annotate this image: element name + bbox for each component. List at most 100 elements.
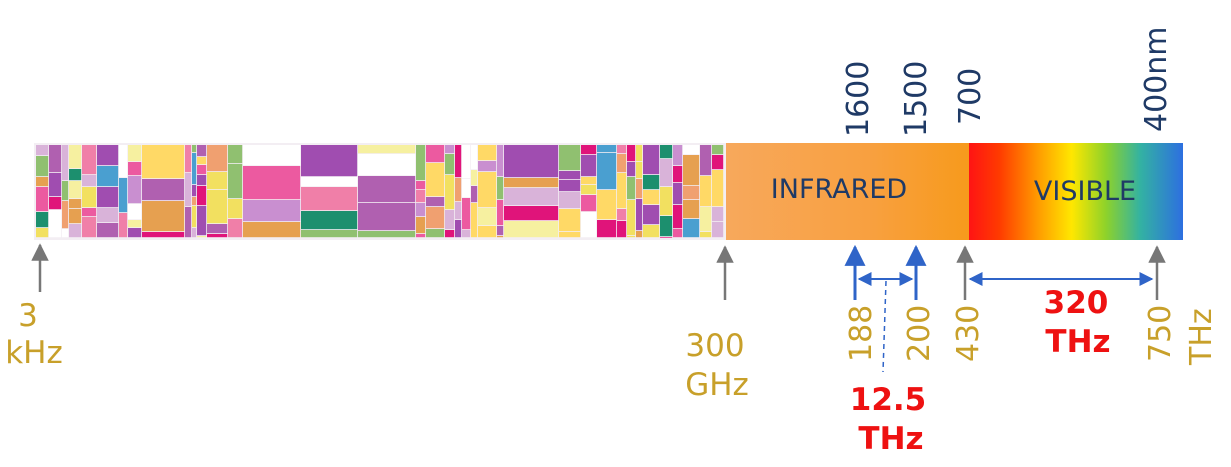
freq-188: 188 [844, 305, 879, 362]
allocation-block [243, 200, 301, 222]
visible-label: VISIBLE [1034, 176, 1136, 207]
allocation-block [36, 228, 49, 238]
allocation-block [497, 200, 504, 226]
allocation-block [243, 222, 301, 238]
allocation-block [119, 178, 128, 213]
freq-unit-thz: THz [1184, 308, 1219, 366]
allocation-block [673, 166, 683, 183]
allocation-block [617, 173, 627, 209]
allocation-block [497, 236, 504, 238]
allocation-block [426, 207, 445, 229]
allocation-block [497, 226, 504, 236]
allocation-block [636, 162, 643, 179]
allocation-block [627, 145, 636, 162]
allocation-block [197, 175, 207, 186]
allocation-block [416, 190, 426, 203]
allocation-block [455, 145, 462, 178]
allocation-block [627, 200, 636, 236]
allocation-block [228, 219, 243, 238]
allocation-block [207, 145, 228, 172]
allocation-block [683, 145, 700, 155]
allocation-block [660, 216, 673, 237]
telecom-bandwidth-unit: THz [858, 421, 923, 457]
allocation-block [700, 176, 712, 207]
allocation-block [197, 165, 207, 175]
allocation-block [119, 145, 128, 178]
allocation-block [62, 145, 69, 181]
allocation-block [97, 187, 119, 208]
allocation-block [497, 145, 504, 177]
allocation-block [636, 179, 643, 199]
allocation-block [358, 203, 416, 231]
allocation-block [636, 199, 643, 231]
allocation-block [471, 186, 478, 203]
allocation-block [643, 175, 660, 190]
allocation-block [455, 202, 462, 220]
radio-allocation-mosaic [36, 145, 724, 238]
allocation-block [504, 188, 559, 206]
allocation-block [683, 219, 700, 238]
allocation-block [228, 145, 243, 164]
allocation-block [504, 145, 559, 178]
allocation-block [643, 205, 660, 225]
allocation-block [128, 220, 142, 228]
allocation-block [712, 207, 724, 222]
allocation-block [700, 145, 712, 176]
allocation-block [617, 209, 627, 221]
allocation-block [36, 212, 49, 228]
allocation-block [128, 228, 142, 238]
allocation-block [192, 153, 197, 185]
allocation-block [62, 229, 69, 238]
allocation-block [471, 145, 478, 170]
allocation-block [597, 220, 617, 238]
allocation-block [358, 154, 416, 176]
allocation-block [36, 187, 49, 212]
infrared-band [726, 143, 969, 240]
allocation-block [478, 161, 497, 172]
allocation-block [228, 199, 243, 219]
allocation-block [673, 205, 683, 229]
allocation-block [559, 232, 581, 238]
allocation-block [617, 145, 627, 154]
allocation-block [207, 224, 228, 234]
allocation-block [617, 221, 627, 238]
allocation-block [207, 190, 228, 224]
allocation-block [712, 170, 724, 207]
allocation-block [660, 159, 673, 187]
allocation-block [462, 198, 471, 230]
allocation-block [559, 180, 581, 192]
allocation-block [197, 206, 207, 236]
allocation-block [445, 230, 455, 238]
allocation-block [142, 145, 185, 179]
allocation-block [358, 231, 416, 238]
allocation-block [82, 217, 97, 238]
allocation-block [581, 212, 597, 238]
allocation-block [581, 177, 597, 185]
allocation-block [49, 197, 62, 210]
allocation-block [416, 217, 426, 234]
allocation-block [228, 164, 243, 199]
allocation-block [301, 145, 358, 177]
allocation-block [36, 177, 49, 187]
allocation-block [559, 192, 581, 209]
allocation-block [636, 145, 643, 162]
allocation-block [142, 232, 185, 238]
allocation-block [700, 232, 712, 238]
allocation-block [445, 210, 455, 230]
telecom-bandwidth-value: 12.5 [850, 382, 927, 418]
allocation-block [197, 186, 207, 206]
allocation-block [581, 195, 597, 212]
allocation-block [97, 223, 119, 238]
allocation-block [712, 155, 724, 170]
allocation-block [82, 145, 97, 175]
allocation-block [128, 145, 142, 162]
allocation-block [197, 145, 207, 157]
allocation-block [49, 145, 62, 173]
allocation-block [69, 199, 82, 209]
allocation-block [455, 178, 462, 202]
allocation-block [627, 162, 636, 177]
allocation-block [673, 145, 683, 166]
allocation-block [416, 203, 426, 217]
allocation-block [504, 178, 559, 188]
